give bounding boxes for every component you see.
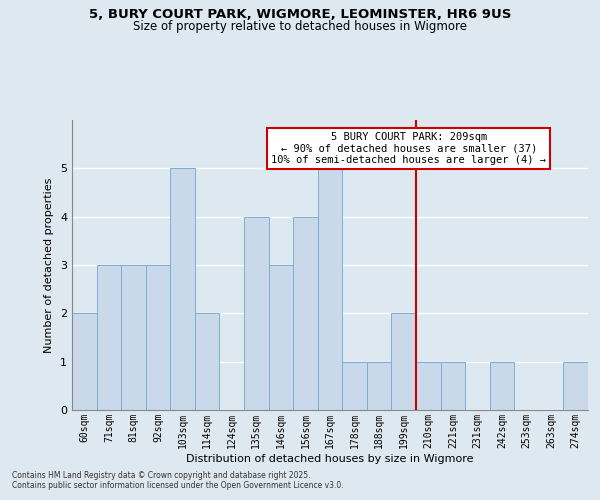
Bar	[97, 265, 121, 410]
Text: Contains public sector information licensed under the Open Government Licence v3: Contains public sector information licen…	[12, 480, 344, 490]
Bar	[416, 362, 440, 410]
Bar	[170, 168, 195, 410]
Bar	[440, 362, 465, 410]
Text: 5, BURY COURT PARK, WIGMORE, LEOMINSTER, HR6 9US: 5, BURY COURT PARK, WIGMORE, LEOMINSTER,…	[89, 8, 511, 20]
Bar	[195, 314, 220, 410]
Y-axis label: Number of detached properties: Number of detached properties	[44, 178, 55, 352]
Bar	[391, 314, 416, 410]
Bar	[367, 362, 391, 410]
Bar	[293, 216, 318, 410]
Text: Size of property relative to detached houses in Wigmore: Size of property relative to detached ho…	[133, 20, 467, 33]
Bar	[146, 265, 170, 410]
Bar	[269, 265, 293, 410]
Text: Contains HM Land Registry data © Crown copyright and database right 2025.: Contains HM Land Registry data © Crown c…	[12, 470, 311, 480]
Bar	[72, 314, 97, 410]
Bar	[121, 265, 146, 410]
Bar	[318, 168, 342, 410]
Bar	[490, 362, 514, 410]
Bar	[342, 362, 367, 410]
Bar	[563, 362, 588, 410]
Bar	[244, 216, 269, 410]
X-axis label: Distribution of detached houses by size in Wigmore: Distribution of detached houses by size …	[186, 454, 474, 464]
Text: 5 BURY COURT PARK: 209sqm
← 90% of detached houses are smaller (37)
10% of semi-: 5 BURY COURT PARK: 209sqm ← 90% of detac…	[271, 132, 546, 166]
